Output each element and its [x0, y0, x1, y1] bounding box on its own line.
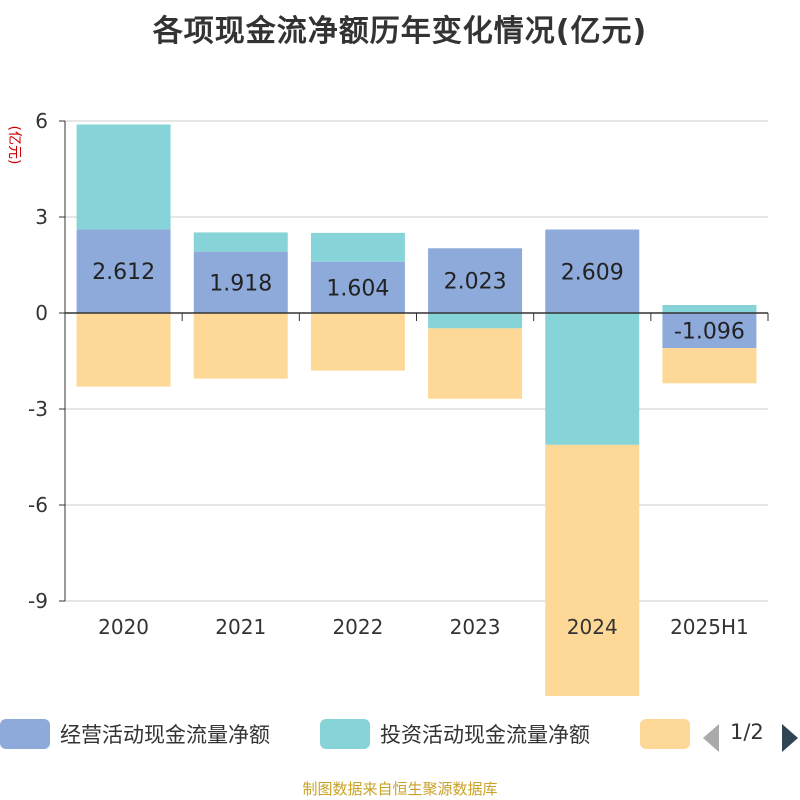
y-tick-label: -6	[28, 493, 48, 517]
bar-series0-2021	[193, 251, 288, 313]
bar-series0-2020	[76, 229, 171, 313]
bar-series1-2020	[76, 124, 171, 230]
x-tick-label: 2025H1	[670, 615, 749, 639]
x-tick-label: 2023	[450, 615, 501, 639]
legend-swatch-third-series	[640, 719, 690, 749]
bar-series1-2022	[310, 232, 405, 262]
legend-label-investing: 投资活动现金流量净额	[380, 723, 590, 747]
x-tick-label: 2021	[215, 615, 266, 639]
data-label: 2.609	[561, 260, 624, 285]
y-tick-label: 6	[35, 109, 48, 133]
bar-series0-2023	[428, 248, 523, 313]
bar-series1-2024	[545, 313, 640, 445]
legend-swatch-operating	[0, 719, 50, 749]
y-axis-unit-label: (亿元)	[6, 126, 22, 165]
legend-item-third-series[interactable]	[640, 716, 690, 752]
chart-canvas: 6 3 0 -3 -6 -9 2020 2021 2022 2023 2024 2025H1 2.61…	[6, 109, 769, 697]
bar-series2-2022	[310, 313, 405, 371]
legend-swatch-investing	[320, 719, 370, 749]
bar-series1-2023	[428, 313, 523, 329]
bar-series0-2024	[545, 229, 640, 313]
chart-title: 各项现金流净额历年变化情况(亿元)	[152, 14, 648, 49]
axis-layer: 6 3 0 -3 -6 -9 2020 2021 2022 2023 2024 2025H1	[28, 109, 769, 639]
bar-series2-2024	[545, 444, 640, 697]
y-tick-label: 0	[35, 301, 48, 325]
x-tick-label: 2024	[567, 615, 618, 639]
x-tick-label: 2022	[332, 615, 383, 639]
bar-series0-2022	[310, 261, 405, 313]
bar-series2-2023	[428, 328, 523, 399]
bar-series2-2021	[193, 313, 288, 379]
data-label: 2.612	[92, 260, 155, 285]
x-tick-label: 2020	[98, 615, 149, 639]
bar-series2-2020	[76, 313, 171, 387]
data-label: -1.096	[674, 320, 745, 345]
legend-next-page-icon[interactable]	[782, 724, 798, 752]
legend-page-indicator: 1/2	[730, 720, 764, 744]
data-label: 1.918	[209, 271, 272, 296]
bar-series2-2025H1	[662, 348, 757, 384]
legend-prev-page-icon[interactable]	[703, 724, 719, 752]
bar-layer	[76, 124, 757, 697]
label-layer: 2.612 1.918 1.604 2.023 2.609 -1.096	[92, 260, 745, 344]
bar-series1-2021	[193, 232, 288, 252]
data-label: 1.604	[326, 276, 389, 301]
source-note: 制图数据来自恒生聚源数据库	[302, 780, 498, 798]
data-label: 2.023	[444, 270, 507, 295]
grid-layer	[65, 120, 768, 602]
legend-item-investing[interactable]: 投资活动现金流量净额	[320, 716, 590, 752]
bar-series1-2025H1	[662, 305, 757, 313]
legend-label-operating: 经营活动现金流量净额	[60, 723, 270, 747]
y-tick-label: -9	[28, 589, 48, 613]
bar-series0-2025H1	[662, 313, 757, 349]
legend-item-operating[interactable]: 经营活动现金流量净额	[0, 716, 270, 752]
y-tick-label: 3	[35, 205, 48, 229]
y-tick-label: -3	[28, 397, 48, 421]
